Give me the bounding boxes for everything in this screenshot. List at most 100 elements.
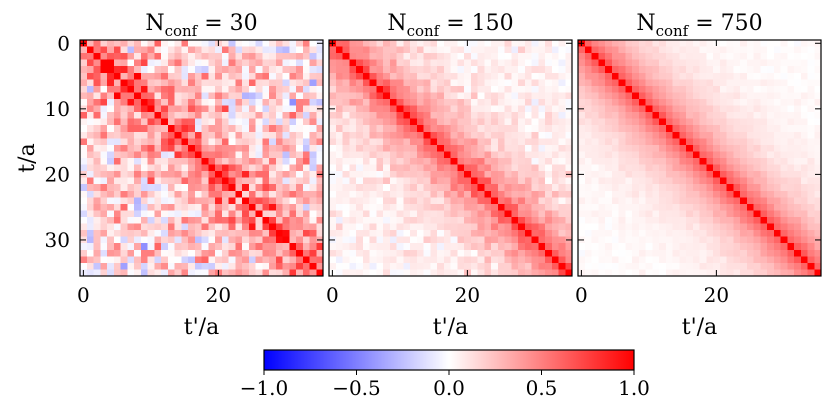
heatmap-cell — [335, 125, 343, 133]
heatmap-cell — [706, 177, 714, 185]
heatmap-cell — [262, 131, 270, 139]
heatmap-cell — [605, 230, 613, 238]
heatmap-cell — [524, 105, 532, 113]
heatmap-cell — [410, 99, 418, 107]
heatmap-cell — [538, 223, 546, 231]
heatmap-cell — [558, 164, 566, 172]
heatmap-cell — [228, 210, 236, 218]
heatmap-cell — [652, 217, 660, 225]
heatmap-cell — [598, 131, 606, 139]
heatmap-cell — [558, 151, 566, 159]
heatmap-cell — [349, 262, 357, 270]
heatmap-cell — [335, 210, 343, 218]
heatmap-cell — [659, 249, 667, 257]
heatmap-cell — [524, 131, 532, 139]
heatmap-cell — [645, 112, 653, 120]
heatmap-cell — [134, 256, 142, 264]
heatmap-cell — [753, 171, 761, 179]
heatmap-cell — [545, 151, 553, 159]
heatmap-cell — [659, 72, 667, 80]
heatmap-cell — [686, 197, 694, 205]
heatmap-cell — [302, 223, 310, 231]
heatmap-cell — [275, 236, 283, 244]
heatmap-cell — [221, 151, 229, 159]
heatmap-cell — [430, 112, 438, 120]
heatmap-cell — [309, 184, 317, 192]
heatmap-cell — [80, 125, 88, 133]
heatmap-cell — [464, 210, 472, 218]
heatmap-cell — [147, 99, 155, 107]
heatmap-cell — [181, 79, 189, 87]
heatmap-cell — [416, 72, 424, 80]
heatmap-cell — [450, 53, 458, 61]
heatmap-cell — [389, 243, 397, 251]
heatmap-cell — [369, 210, 377, 218]
heatmap-cell — [672, 197, 680, 205]
heatmap-cell — [147, 223, 155, 231]
heatmap-cell — [147, 138, 155, 146]
heatmap-cell — [638, 59, 646, 67]
heatmap-cell — [497, 158, 505, 166]
heatmap-cell — [174, 151, 182, 159]
heatmap-cell — [524, 190, 532, 198]
heatmap-cell — [470, 144, 478, 152]
heatmap-cell — [632, 72, 640, 80]
heatmap-cell — [598, 72, 606, 80]
heatmap-cell — [464, 105, 472, 113]
heatmap-cell — [632, 223, 640, 231]
heatmap-cell — [194, 40, 202, 48]
heatmap-cell — [558, 158, 566, 166]
heatmap-cell — [403, 59, 411, 67]
heatmap-cell — [174, 40, 182, 48]
heatmap-cell — [511, 269, 519, 277]
heatmap-cell — [289, 85, 297, 93]
heatmap-cell — [538, 236, 546, 244]
heatmap-cell — [598, 85, 606, 93]
colorbar-gradient — [263, 349, 635, 371]
heatmap-cell — [221, 210, 229, 218]
heatmap-cell — [147, 256, 155, 264]
heatmap-cell — [302, 46, 310, 54]
heatmap-cell — [289, 158, 297, 166]
heatmap-cell — [376, 256, 384, 264]
heatmap-cell — [269, 125, 277, 133]
heatmap-cell — [780, 190, 788, 198]
heatmap-cell — [167, 85, 175, 93]
heatmap-cell — [423, 243, 431, 251]
heatmap-cell — [524, 249, 532, 257]
heatmap-cell — [706, 99, 714, 107]
heatmap-cell — [174, 184, 182, 192]
heatmap-cell — [740, 158, 748, 166]
heatmap-cell — [396, 230, 404, 238]
heatmap-cell — [316, 217, 324, 225]
heatmap-cell — [746, 79, 754, 87]
heatmap-cell — [484, 249, 492, 257]
heatmap-cell — [598, 249, 606, 257]
heatmap-cell — [248, 112, 256, 120]
heatmap-cell — [605, 53, 613, 61]
heatmap-cell — [248, 92, 256, 100]
heatmap-cell — [275, 197, 283, 205]
heatmap-cell — [713, 197, 721, 205]
heatmap-cell — [302, 79, 310, 87]
heatmap-cell — [282, 249, 290, 257]
heatmap-cell — [100, 46, 108, 54]
heatmap-cell — [201, 184, 209, 192]
heatmap-cell — [167, 223, 175, 231]
heatmap-cell — [228, 164, 236, 172]
heatmap-cell — [296, 79, 304, 87]
heatmap-cell — [787, 164, 795, 172]
heatmap-cell — [679, 269, 687, 277]
heatmap-cell — [335, 99, 343, 107]
heatmap-cell — [437, 249, 445, 257]
heatmap-cell — [518, 112, 526, 120]
heatmap-cell — [652, 249, 660, 257]
heatmap-cell — [396, 46, 404, 54]
heatmap-cell — [416, 177, 424, 185]
heatmap-cell — [416, 53, 424, 61]
heatmap-cell — [154, 66, 162, 74]
heatmap-cell — [296, 53, 304, 61]
heatmap-cell — [726, 230, 734, 238]
heatmap-cell — [86, 269, 94, 277]
